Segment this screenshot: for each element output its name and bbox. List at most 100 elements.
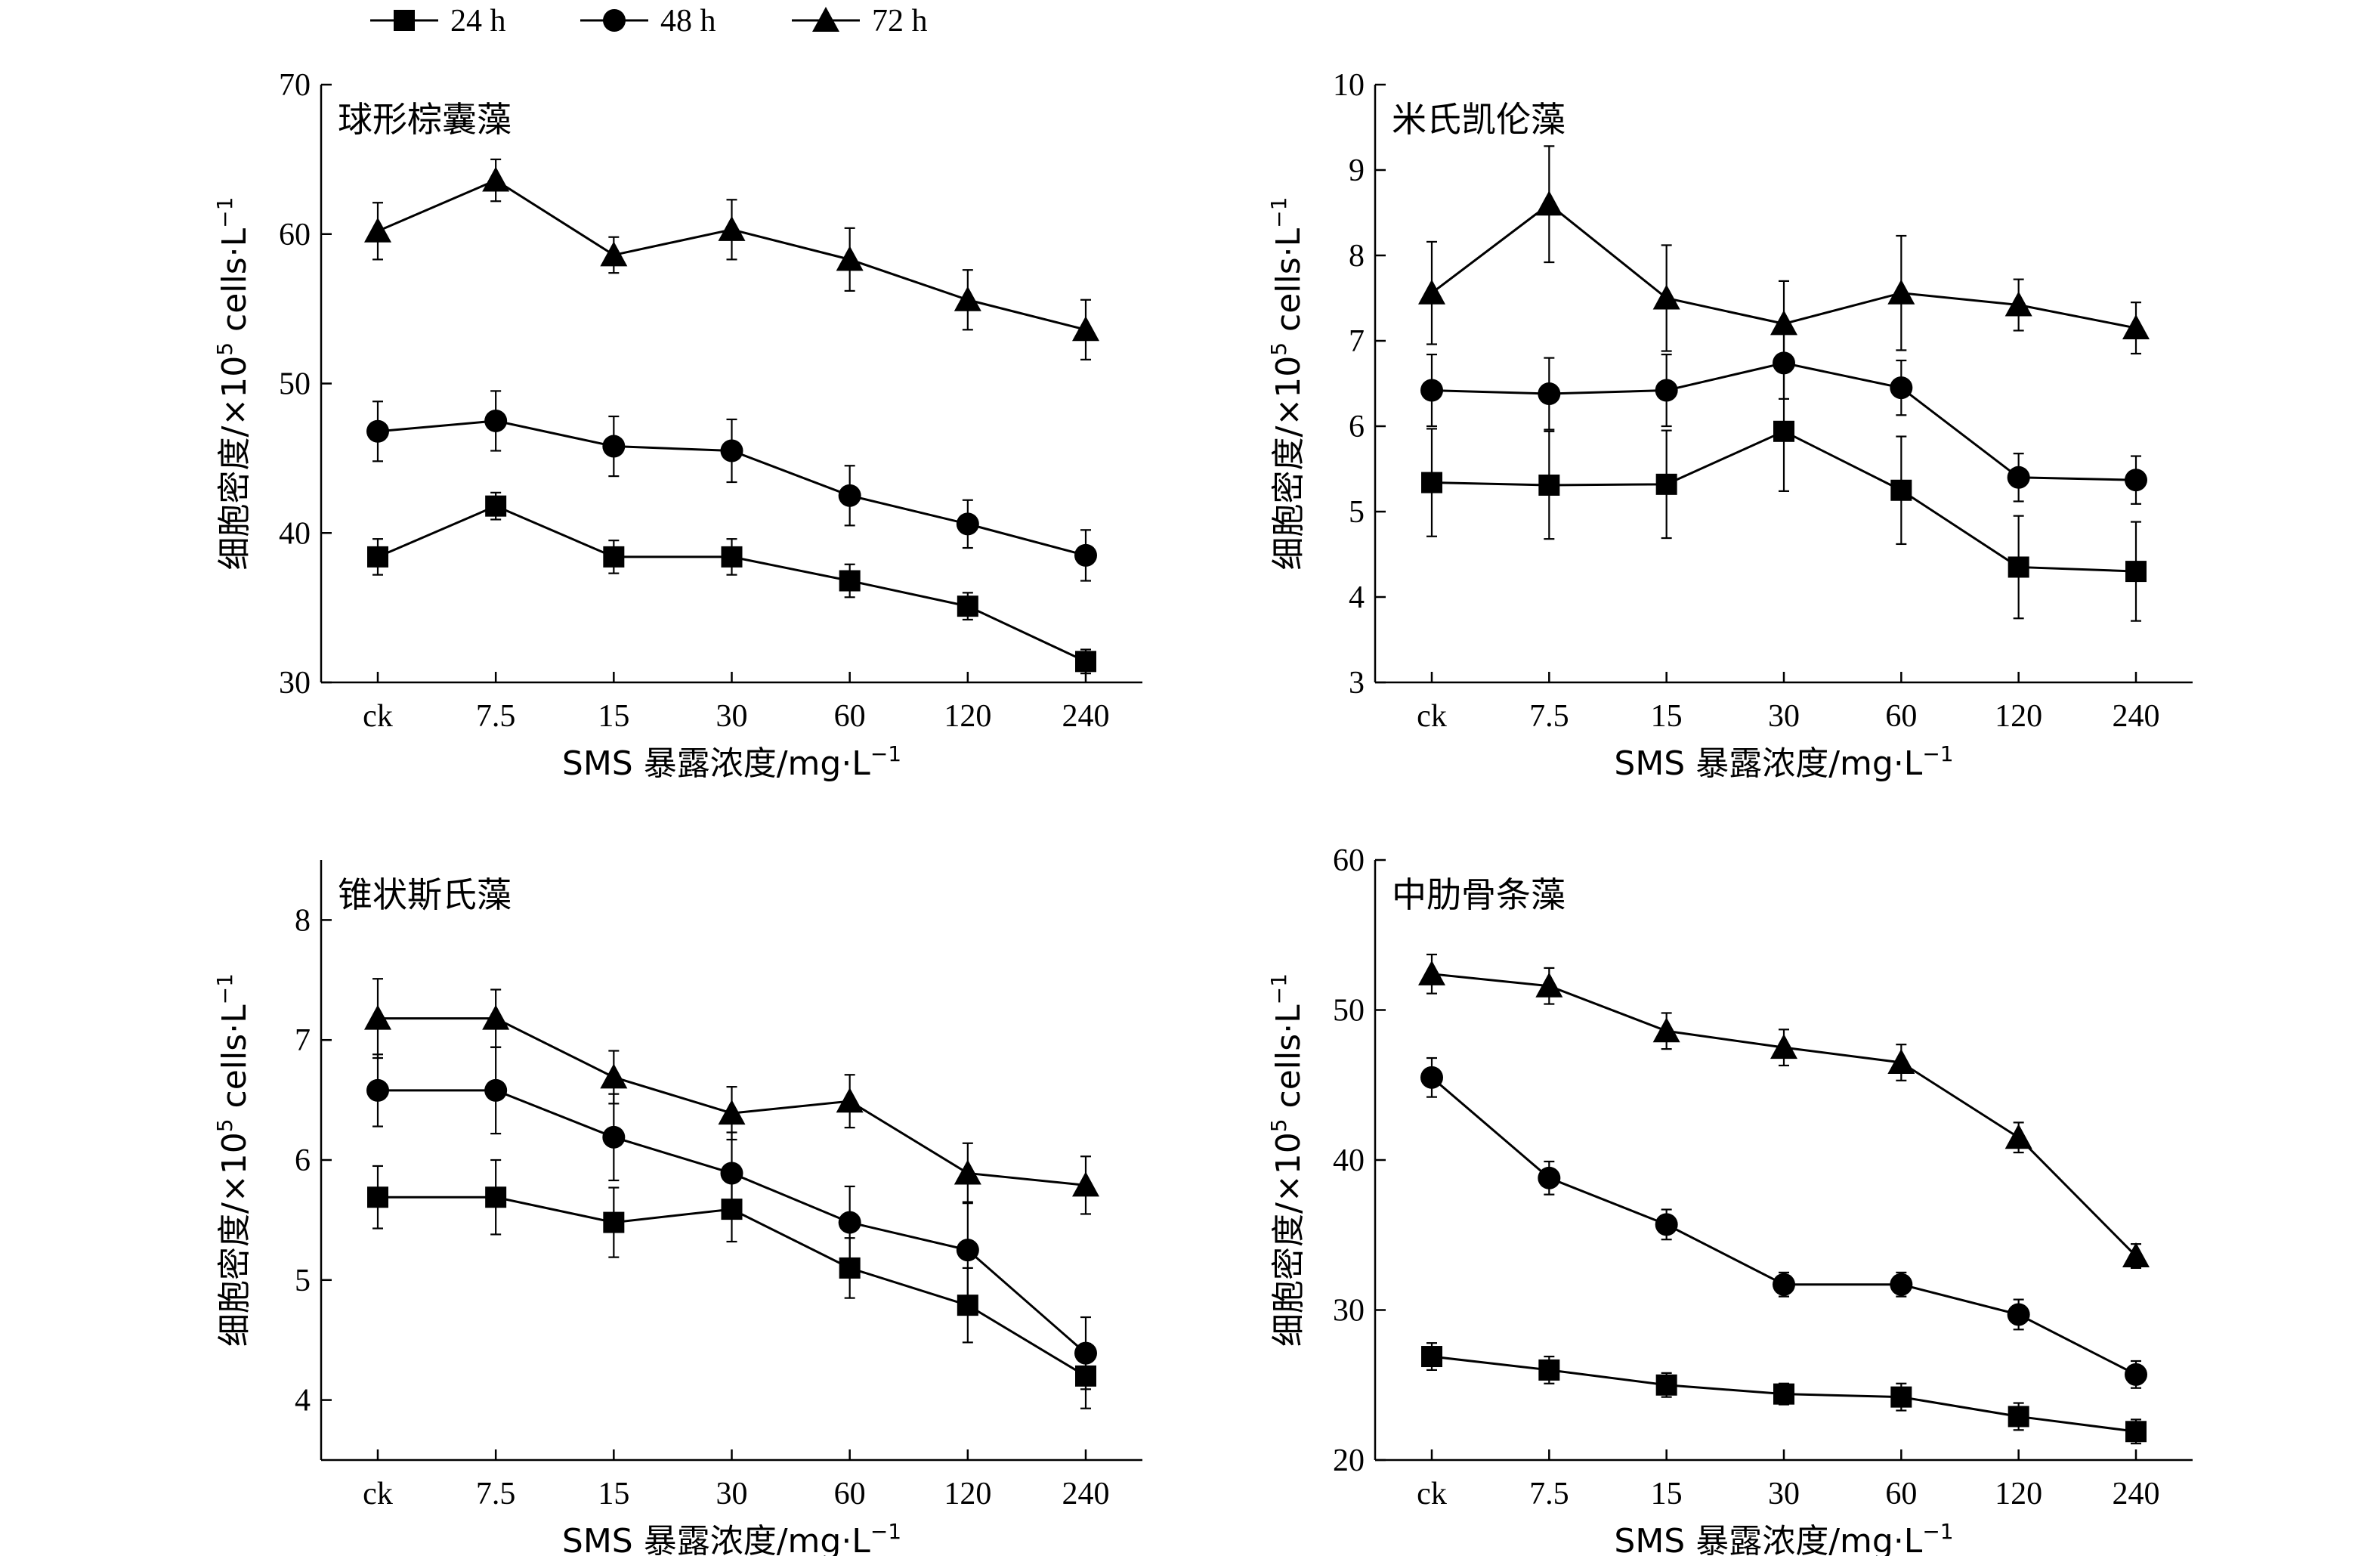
data-point-square: [1655, 473, 1677, 495]
x-tick-label: ck: [363, 1477, 393, 1511]
data-point-square: [367, 546, 388, 568]
legend-item-24h: 24 h: [370, 4, 506, 39]
data-point-circle: [838, 484, 861, 507]
data-point-square: [1421, 1346, 1442, 1368]
data-point-triangle: [1418, 279, 1445, 305]
y-tick-label: 50: [279, 367, 311, 402]
x-tick-label: 120: [944, 1477, 991, 1511]
y-tick-label: 60: [1333, 843, 1365, 878]
data-point-circle: [2007, 1303, 2030, 1326]
y-tick-label: 4: [1349, 580, 1365, 615]
data-point-square: [485, 495, 507, 517]
data-point-triangle: [718, 1100, 746, 1125]
x-tick-label: 60: [1885, 699, 1917, 734]
x-tick-label: 15: [598, 1477, 629, 1511]
y-axis-title-unit: cells·L: [1269, 227, 1308, 342]
y-axis-title-exponent: 5: [212, 342, 237, 356]
legend-label-48h: 48 h: [660, 4, 716, 39]
data-point-square: [957, 595, 978, 617]
data-point-circle: [956, 512, 979, 536]
panel-top-left: 30 40 50 60 70 ck 7.5 15 30 60 120 240 球形棕囊藻 SMS 暴露浓度…: [212, 68, 1142, 783]
data-point-circle: [1074, 1341, 1097, 1365]
data-point-circle: [1890, 1273, 1913, 1296]
y-tick-label: 4: [295, 1384, 311, 1418]
y-tick-label: 6: [1349, 410, 1365, 444]
y-axis-title-exponent: 5: [1266, 1118, 1291, 1132]
data-point-triangle: [482, 1004, 510, 1030]
data-point-square: [839, 1257, 861, 1279]
y-tick-label: 40: [279, 516, 311, 551]
panel-title: 锥状斯氏藻: [338, 874, 512, 915]
data-point-square: [1890, 1386, 1912, 1408]
data-point-circle: [720, 1162, 743, 1185]
y-tick-label: 9: [1349, 153, 1365, 188]
x-tick-label: 15: [598, 699, 629, 734]
chart-panels: 30 40 50 60 70 ck 7.5 15 30 60 120 240 球形棕囊藻 SMS 暴露浓度…: [212, 68, 2193, 1556]
series-circle: [1420, 1056, 2147, 1389]
series-triangle: [364, 158, 1099, 360]
x-tick-label: 60: [1885, 1477, 1917, 1511]
data-point-square: [485, 1186, 507, 1208]
x-tick-label: 240: [2113, 699, 2160, 734]
data-point-triangle: [2122, 314, 2150, 340]
data-point-triangle: [364, 1004, 391, 1030]
y-axis-title-unit: cells·L: [215, 227, 254, 342]
data-point-circle: [2125, 469, 2147, 492]
x-tick-label: ck: [1417, 1477, 1447, 1511]
series-square: [1421, 1342, 2147, 1445]
data-point-triangle: [1887, 279, 1915, 305]
y-tick-label: 40: [1333, 1143, 1365, 1178]
data-point-square: [1538, 474, 1560, 496]
y-tick-label: 50: [1333, 994, 1365, 1029]
series-line: [1431, 973, 2137, 1257]
data-point-circle: [1773, 1273, 1795, 1296]
data-point-circle: [838, 1211, 861, 1234]
y-axis-title: 细胞密度/×105 cells·L−1: [1266, 973, 1308, 1347]
x-tick-label: 120: [1995, 699, 2042, 734]
y-tick-label: 5: [1349, 495, 1365, 530]
data-point-square: [2008, 556, 2029, 578]
legend-label-72h: 72 h: [872, 4, 928, 39]
data-point-triangle: [1418, 960, 1445, 985]
data-point-circle: [484, 1078, 508, 1102]
data-point-circle: [1074, 543, 1097, 567]
y-tick-label: 8: [1349, 239, 1365, 274]
circle-marker-icon: [603, 9, 626, 32]
data-point-square: [1773, 420, 1794, 442]
data-point-square: [2125, 1421, 2147, 1443]
y-tick-label: 6: [295, 1143, 311, 1178]
data-point-square: [603, 546, 625, 568]
x-axis-title-superscript: −1: [1922, 741, 1953, 766]
x-tick-label: 60: [834, 1477, 866, 1511]
data-point-triangle: [2004, 1124, 2032, 1149]
panel-bottom-left: 4 5 6 7 8 ck 7.5 15 30 60 120 240 锥状斯氏藻 SMS 暴露浓度/mg·L…: [212, 860, 1142, 1556]
panel-title: 中肋骨条藻: [1392, 874, 1566, 915]
legend-item-72h: 72 h: [792, 4, 928, 39]
data-point-triangle: [836, 246, 864, 271]
x-tick-label: 240: [1062, 1477, 1110, 1511]
y-tick-label: 7: [1349, 324, 1365, 359]
x-tick-label: 30: [1768, 699, 1800, 734]
data-point-square: [2008, 1406, 2029, 1428]
x-tick-label: 120: [1995, 1477, 2042, 1511]
x-tick-label: 15: [1651, 1477, 1683, 1511]
series-line: [1431, 1076, 2137, 1376]
x-tick-label: ck: [1417, 699, 1447, 734]
data-point-triangle: [1535, 190, 1563, 216]
data-point-circle: [602, 435, 626, 458]
panel-title: 米氏凯伦藻: [1392, 99, 1566, 140]
y-tick-label: 70: [279, 68, 311, 103]
data-point-triangle: [954, 286, 981, 311]
data-point-circle: [2007, 466, 2030, 489]
data-point-triangle: [600, 241, 628, 267]
x-tick-label: 15: [1651, 699, 1683, 734]
data-point-triangle: [1652, 1017, 1680, 1043]
data-point-circle: [2125, 1363, 2147, 1386]
y-axis-title-superscript: −1: [1266, 973, 1291, 1004]
x-tick-label: 240: [2113, 1477, 2160, 1511]
panel-top-right: 3 4 5 6 7 8 9 10 ck 7.5 15 30 60 120 240 米氏凯伦藻 SMS 暴露浓度/…: [1266, 68, 2193, 783]
y-axis-title: 细胞密度/×105 cells·L−1: [212, 973, 254, 1347]
data-point-circle: [366, 419, 389, 443]
x-tick-label: 120: [944, 699, 991, 734]
y-axis-title-unit: cells·L: [215, 1004, 254, 1119]
